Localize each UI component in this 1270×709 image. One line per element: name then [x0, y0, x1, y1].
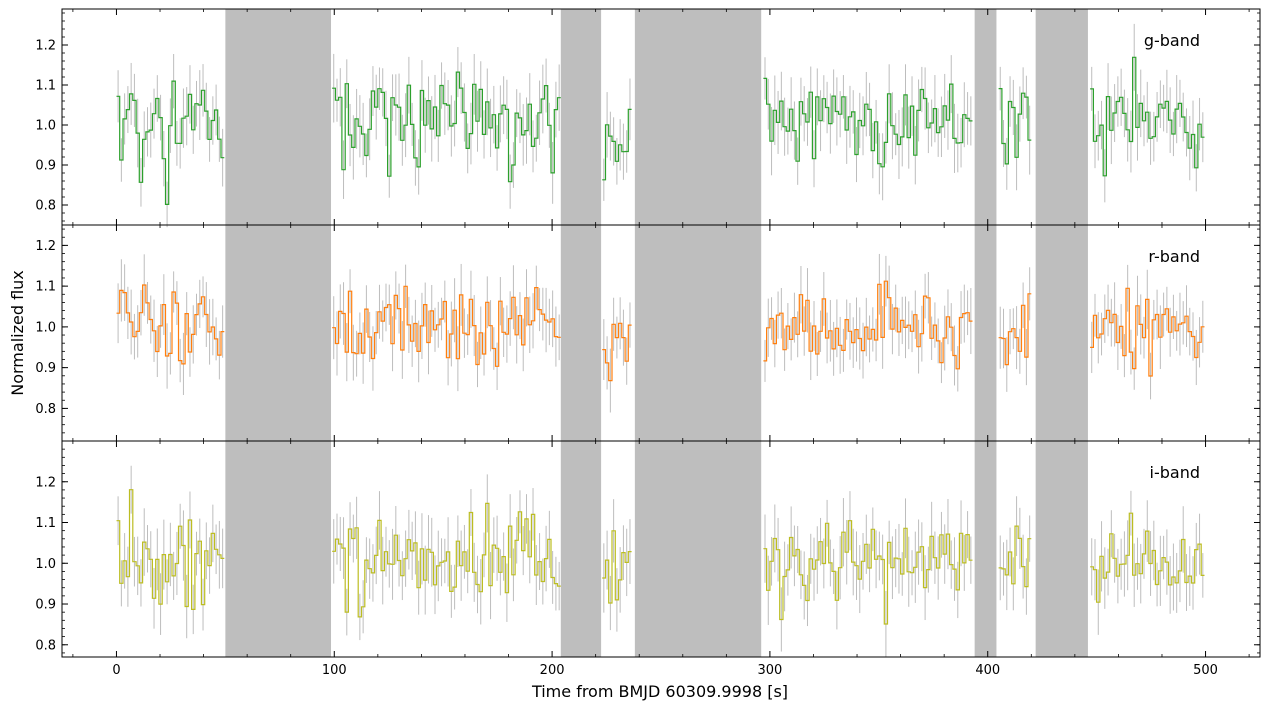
data-gap-region — [974, 225, 997, 441]
y-tick-label: 0.8 — [35, 199, 56, 214]
y-tick-label: 1.2 — [35, 39, 56, 54]
data-gap-region — [634, 9, 762, 225]
flux-step-line-r — [116, 280, 1205, 382]
y-tick-label: 1.2 — [35, 475, 56, 490]
panel-i-band: 0.8 0.9 1.0 1.1 1.2 0 100 200 300 400 500 i-band — [35, 440, 1261, 678]
data-gap-region — [634, 441, 762, 657]
data-gap-region — [974, 441, 997, 657]
data-gap-region — [1035, 225, 1088, 441]
y-tick-label: 1.1 — [35, 280, 56, 295]
data-gap-region — [560, 9, 602, 225]
y-tick-label: 1.1 — [35, 516, 56, 531]
flux-step-line-i — [116, 489, 1205, 625]
x-tick-label: 100 — [322, 663, 347, 678]
data-gap-region — [1035, 9, 1088, 225]
data-gap-region — [560, 225, 602, 441]
y-tick-label: 0.9 — [35, 598, 56, 613]
band-label: g-band — [1144, 31, 1200, 50]
data-gap-region — [225, 9, 332, 225]
y-tick-label: 0.8 — [35, 638, 56, 653]
y-tick-label: 1.0 — [35, 557, 56, 572]
y-tick-label: 0.8 — [35, 402, 56, 417]
x-tick-label: 500 — [1193, 663, 1218, 678]
y-tick-label: 1.2 — [35, 239, 56, 254]
y-tick-label: 0.9 — [35, 159, 56, 174]
data-gap-region — [634, 225, 762, 441]
x-tick-label: 300 — [757, 663, 782, 678]
flux-step-line-g — [116, 56, 1205, 205]
data-gap-region — [560, 441, 602, 657]
band-label: r-band — [1148, 247, 1200, 266]
panel-r-band: 0.8 0.9 1.0 1.1 1.2 r-band — [35, 224, 1261, 442]
x-tick-label: 200 — [540, 663, 565, 678]
y-axis-label: Normalized flux — [8, 270, 27, 396]
data-gap-region — [974, 9, 997, 225]
x-tick-label: 400 — [975, 663, 1000, 678]
y-tick-label: 0.9 — [35, 361, 56, 376]
panels: 0.8 0.9 1.0 1.1 1.2 g-band 0.8 0.9 1.0 1.1 1.2 r-ba… — [35, 8, 1261, 678]
y-tick-label: 1.0 — [35, 119, 56, 134]
data-gap-region — [225, 225, 332, 441]
band-label: i-band — [1150, 463, 1200, 482]
x-tick-label: 0 — [112, 663, 120, 678]
data-gap-region — [225, 441, 332, 657]
y-tick-label: 1.1 — [35, 79, 56, 94]
axes-frame — [61, 440, 1261, 658]
y-tick-label: 1.0 — [35, 320, 56, 335]
panel-g-band: 0.8 0.9 1.0 1.1 1.2 g-band — [35, 8, 1261, 228]
data-gap-region — [1035, 441, 1088, 657]
x-axis-label: Time from BMJD 60309.9998 [s] — [531, 682, 788, 701]
